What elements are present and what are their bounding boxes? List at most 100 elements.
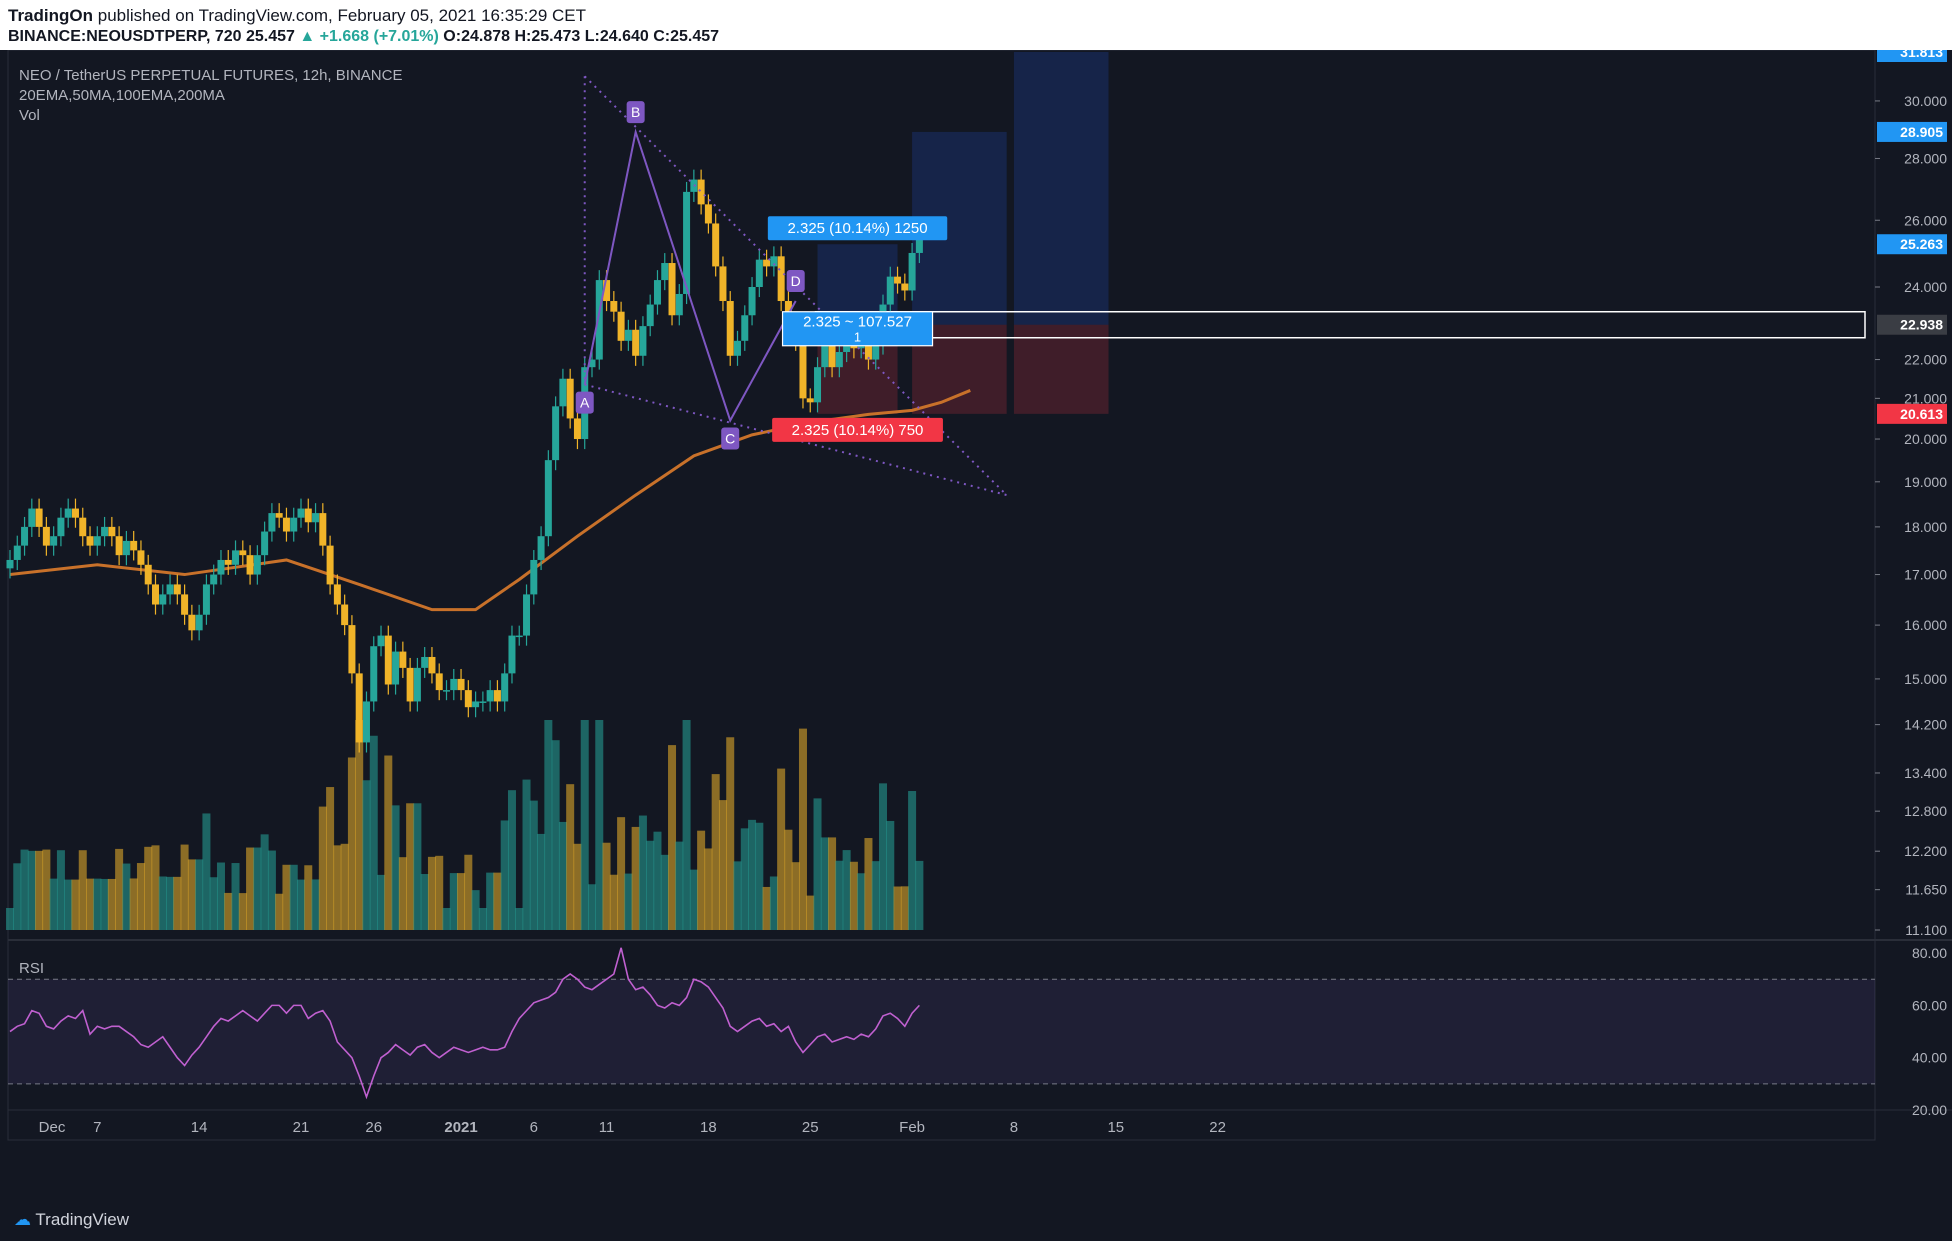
volume-bar <box>413 803 422 930</box>
y-tick-label: 13.400 <box>1904 765 1947 781</box>
candle-body <box>166 584 174 595</box>
y-tick-label: 14.200 <box>1904 717 1947 733</box>
candle-body <box>479 701 487 703</box>
volume-bar <box>566 784 575 930</box>
candle-body <box>282 517 290 532</box>
volume-bar <box>304 865 313 930</box>
indicator-list: 20EMA,50MA,100EMA,200MA <box>19 87 225 104</box>
candle-body <box>384 635 392 685</box>
candle-body <box>428 656 436 674</box>
position-target-label-bg <box>767 216 948 241</box>
publish-header: TradingOn published on TradingView.com, … <box>0 0 1952 50</box>
candle-body <box>617 311 625 341</box>
pattern-point-label: D <box>791 273 801 289</box>
volume-bar <box>857 873 866 930</box>
candle-body <box>828 344 836 368</box>
footer: ☁ TradingView <box>0 1200 1952 1241</box>
volume-bar <box>660 854 669 930</box>
candle-body <box>64 508 72 518</box>
price-axis-label-bg <box>1877 314 1947 335</box>
volume-bar <box>144 846 153 930</box>
candle-body <box>35 508 43 527</box>
volume-bar <box>617 817 626 930</box>
candle-body <box>443 690 450 692</box>
candle-body <box>908 252 916 291</box>
candle-body <box>603 280 611 302</box>
candle-body <box>144 564 152 585</box>
x-tick-label: 26 <box>365 1119 382 1136</box>
x-tick-label: Dec <box>39 1119 66 1136</box>
volume-bar <box>900 886 909 930</box>
volume-bar <box>246 847 255 930</box>
volume-bar <box>224 892 233 930</box>
volume-bar <box>697 830 706 930</box>
pattern-point-label: B <box>631 104 640 120</box>
volume-bar <box>718 800 727 930</box>
volume-bar <box>427 856 436 930</box>
volume-bar <box>740 828 749 930</box>
y-tick-label: 26.000 <box>1904 212 1947 228</box>
position-mid-sub: 1 <box>854 330 861 345</box>
candle-body <box>704 204 712 224</box>
candle-body <box>719 266 727 302</box>
candle-body <box>472 701 480 708</box>
symbol-name: BINANCE:NEOUSDTPERP, 720 <box>8 28 242 45</box>
volume-bar <box>449 873 458 930</box>
candle-body <box>326 545 334 585</box>
price-change: ▲ +1.668 (+7.01%) <box>299 28 439 45</box>
candle-body <box>13 545 21 560</box>
pattern-point-label: C <box>725 430 735 446</box>
volume-bar <box>638 815 647 930</box>
volume-bar <box>558 821 567 930</box>
position-loss-zone <box>1013 324 1109 414</box>
candle-body <box>6 559 14 569</box>
chart-area[interactable]: A B C D 80.00 60.00 40.00 20.00 30.000 28.000 26… <box>0 42 1952 1200</box>
volume-bar <box>595 720 604 930</box>
volume-bar <box>398 857 407 930</box>
volume-bar <box>668 745 677 930</box>
volume-bar <box>20 849 29 930</box>
candle-body <box>668 263 676 316</box>
volume-bar <box>537 833 546 930</box>
volume-bar <box>35 850 44 930</box>
position-mid-label-bg <box>781 311 934 347</box>
publisher-name[interactable]: TradingOn <box>8 6 93 25</box>
volume-bar <box>275 893 284 930</box>
candle-body <box>333 584 341 605</box>
tradingview-logo[interactable]: ☁ TradingView <box>14 1210 129 1230</box>
last-price: 25.457 <box>241 28 300 45</box>
volume-bar <box>726 737 735 930</box>
volume-bar <box>209 877 218 930</box>
candle-body <box>523 594 531 636</box>
chart-title: NEO / TetherUS PERPETUAL FUTURES, 12h, B… <box>19 67 403 84</box>
volume-bar <box>318 806 327 930</box>
candle-body <box>421 656 429 668</box>
candle-body <box>202 584 210 615</box>
candle-body <box>210 574 218 585</box>
volume-bar <box>755 822 764 930</box>
volume-bar <box>173 876 182 930</box>
publish-info: TradingOn published on TradingView.com, … <box>8 6 586 26</box>
candle-body <box>224 559 232 565</box>
candle-body <box>821 344 829 368</box>
candle-body <box>770 256 778 267</box>
candle-body <box>712 223 720 267</box>
volume-bar <box>71 879 80 930</box>
x-tick-label: Feb <box>899 1119 925 1136</box>
candle-body <box>217 559 225 575</box>
axes: 30.000 28.000 26.000 24.000 22.000 21.000 20.0… <box>39 93 1948 1136</box>
candle-body <box>130 540 138 551</box>
abcd-path <box>583 128 797 423</box>
volume-bar <box>64 879 73 930</box>
x-tick-label: 6 <box>530 1119 538 1136</box>
volume-bar <box>326 787 335 930</box>
rsi-tick-label: 60.00 <box>1912 997 1947 1013</box>
candle-body <box>297 508 305 518</box>
volume-bar <box>602 842 611 930</box>
candle-body <box>261 531 269 556</box>
chart-canvas[interactable]: A B C D 80.00 60.00 40.00 20.00 30.000 28.000 26… <box>0 42 1952 1200</box>
x-tick-label: 11 <box>599 1119 615 1136</box>
volume-bar <box>879 783 887 930</box>
price-axis-label: 20.613 <box>1900 406 1943 422</box>
candle-body <box>734 340 741 356</box>
